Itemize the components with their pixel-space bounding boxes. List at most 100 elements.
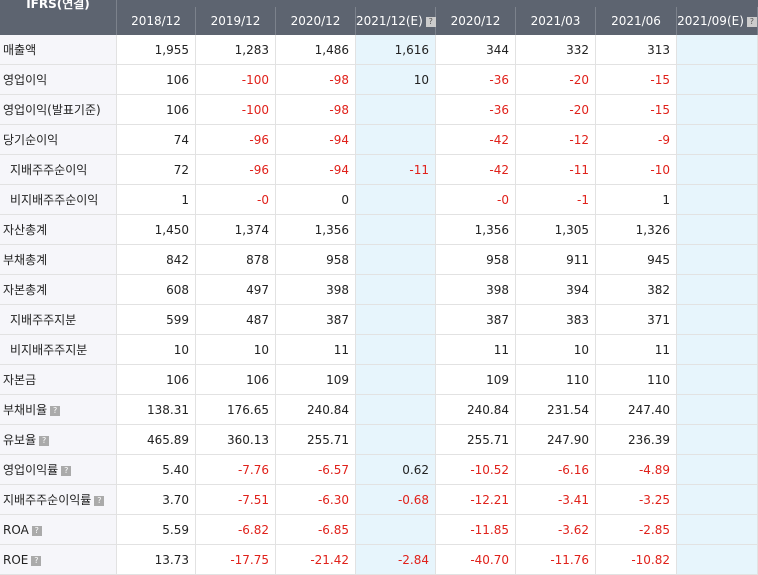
- cell: -1: [516, 185, 596, 215]
- column-header: 2018/12: [117, 7, 196, 35]
- cell: -6.16: [516, 455, 596, 485]
- row-label: 당기순이익: [0, 125, 117, 155]
- label-text: 영업이익률: [3, 463, 59, 477]
- cell: [356, 335, 436, 365]
- help-icon[interactable]: ?: [39, 436, 50, 446]
- cell: [677, 155, 758, 185]
- row-label: 지배주주순이익률?: [0, 485, 117, 515]
- cell: 1,305: [516, 215, 596, 245]
- cell: [356, 425, 436, 455]
- cell: -0: [196, 185, 276, 215]
- cell: 344: [436, 35, 516, 65]
- cell: 247.40: [596, 395, 677, 425]
- cell: [356, 215, 436, 245]
- cell: 387: [436, 305, 516, 335]
- cell: 247.90: [516, 425, 596, 455]
- cell: 231.54: [516, 395, 596, 425]
- row-label: 지배주주순이익: [0, 155, 117, 185]
- label-text: 부채비율: [3, 403, 48, 417]
- row-label: ROE?: [0, 545, 117, 575]
- cell: 176.65: [196, 395, 276, 425]
- cell: 5.40: [117, 455, 196, 485]
- label-text: 비지배주주지분: [10, 343, 88, 357]
- help-icon[interactable]: ?: [31, 526, 42, 536]
- cell: -10: [596, 155, 677, 185]
- cell: 332: [516, 35, 596, 65]
- cell: 109: [276, 365, 356, 395]
- label-text: 자본금: [3, 373, 37, 387]
- cell: -98: [276, 95, 356, 125]
- cell: -6.85: [276, 515, 356, 545]
- cell: 255.71: [276, 425, 356, 455]
- cell: 1,955: [117, 35, 196, 65]
- row-label: 비지배주주지분: [0, 335, 117, 365]
- cell: 382: [596, 275, 677, 305]
- cell: 240.84: [436, 395, 516, 425]
- column-label: 2021/03: [530, 14, 581, 28]
- label-text: 비지배주주순이익: [10, 193, 99, 207]
- column-header: 2019/12: [196, 7, 276, 35]
- cell: -98: [276, 65, 356, 95]
- cell: 106: [117, 95, 196, 125]
- column-header: 2020/12: [436, 7, 516, 35]
- cell: 10: [196, 335, 276, 365]
- column-label: 2021/12(E): [356, 14, 423, 28]
- cell: -20: [516, 65, 596, 95]
- cell: 109: [436, 365, 516, 395]
- cell: [356, 125, 436, 155]
- cell: [677, 215, 758, 245]
- cell: 599: [117, 305, 196, 335]
- row-label: 영업이익률?: [0, 455, 117, 485]
- help-icon[interactable]: ?: [94, 496, 105, 506]
- cell: 360.13: [196, 425, 276, 455]
- column-label: 2019/12: [210, 14, 261, 28]
- cell: -3.41: [516, 485, 596, 515]
- cell: 0: [276, 185, 356, 215]
- cell: [677, 545, 758, 575]
- cell: 878: [196, 245, 276, 275]
- cell: [677, 275, 758, 305]
- cell: 11: [276, 335, 356, 365]
- cell: [677, 65, 758, 95]
- cell: 72: [117, 155, 196, 185]
- cell: -15: [596, 95, 677, 125]
- column-label: 2018/12: [131, 14, 181, 28]
- row-label: 부채총계: [0, 245, 117, 275]
- cell: 842: [117, 245, 196, 275]
- cell: [677, 485, 758, 515]
- cell: 958: [436, 245, 516, 275]
- cell: 10: [516, 335, 596, 365]
- column-header: 2021/12(E)?: [356, 7, 436, 35]
- cell: 10: [356, 65, 436, 95]
- cell: 3.70: [117, 485, 196, 515]
- cell: [677, 395, 758, 425]
- cell: -7.51: [196, 485, 276, 515]
- help-icon[interactable]: ?: [425, 17, 436, 27]
- cell: [677, 365, 758, 395]
- help-icon[interactable]: ?: [746, 17, 757, 27]
- cell: 106: [196, 365, 276, 395]
- help-icon[interactable]: ?: [61, 466, 72, 476]
- cell: -6.82: [196, 515, 276, 545]
- row-label: 지배주주지분: [0, 305, 117, 335]
- cell: 313: [596, 35, 677, 65]
- cell: [356, 95, 436, 125]
- label-text: 매출액: [3, 43, 37, 57]
- cell: 398: [436, 275, 516, 305]
- cell: [356, 245, 436, 275]
- cell: [356, 365, 436, 395]
- cell: 74: [117, 125, 196, 155]
- label-text: ROE: [3, 553, 29, 567]
- help-icon[interactable]: ?: [50, 406, 61, 416]
- cell: -4.89: [596, 455, 677, 485]
- cell: [356, 395, 436, 425]
- label-text: 자산총계: [3, 223, 48, 237]
- cell: 255.71: [436, 425, 516, 455]
- row-label: ROA?: [0, 515, 117, 545]
- row-label: 유보율?: [0, 425, 117, 455]
- help-icon[interactable]: ?: [31, 556, 42, 566]
- cell: [356, 305, 436, 335]
- cell: -15: [596, 65, 677, 95]
- cell: [677, 455, 758, 485]
